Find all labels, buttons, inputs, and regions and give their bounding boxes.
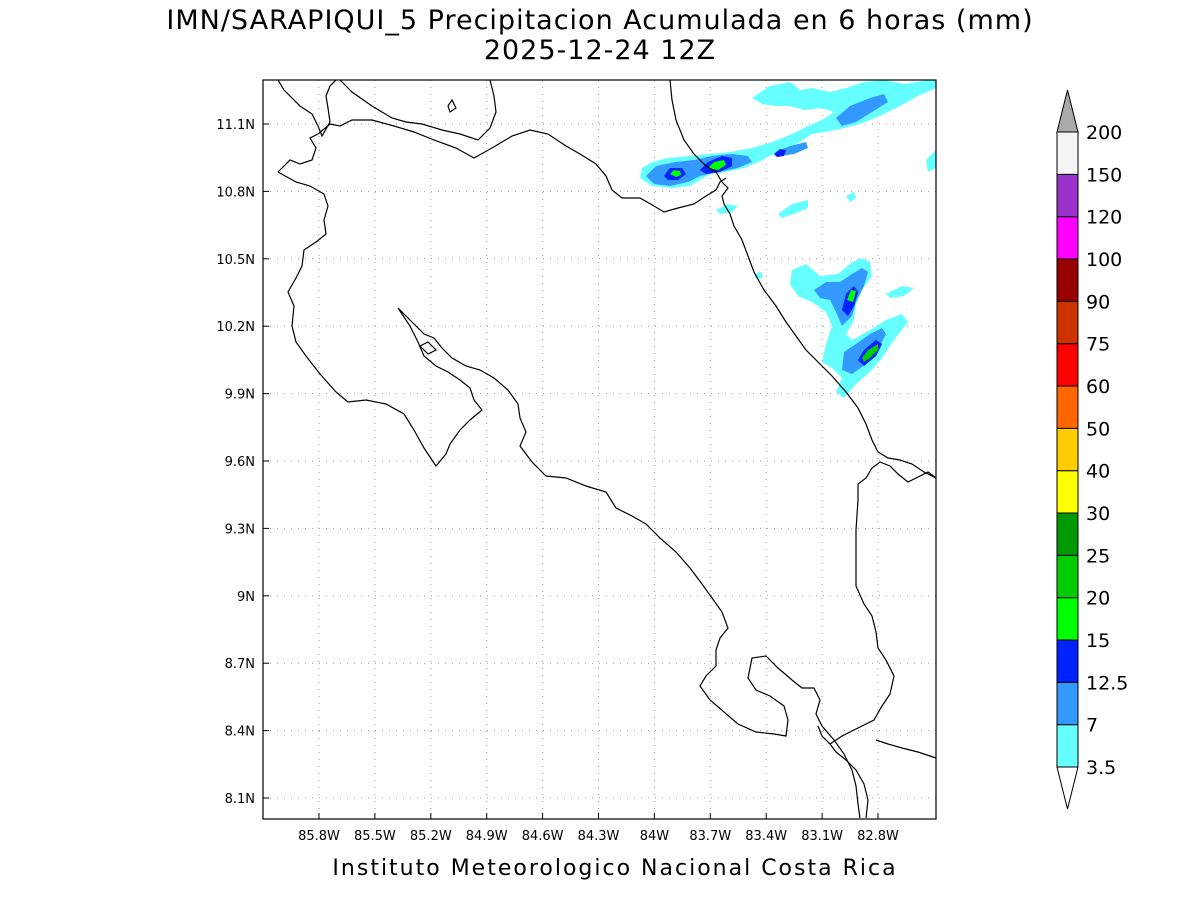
axis-ticks: 85.8W 85.5W 85.2W 84.9W 84.6W 84.3W 84W 83.7W 83…	[216, 118, 899, 844]
y-tick-label: 9.9N	[225, 388, 255, 403]
precip-area-blue	[836, 94, 888, 126]
precip-area-cyan	[754, 272, 762, 279]
map-title: IMN/SARAPIQUI_5 Precipitacion Acumulada …	[166, 5, 1034, 36]
colorbar-swatch	[1056, 639, 1079, 683]
precip-area-cyan	[760, 84, 790, 100]
island	[447, 98, 457, 113]
lake-nicaragua-shore	[339, 79, 497, 141]
precip-area-cyan	[886, 286, 914, 298]
colorbar-swatch	[1056, 216, 1079, 260]
y-tick-label: 9.6N	[225, 455, 255, 470]
nicaragua-border	[277, 79, 337, 138]
precip-area-green	[708, 160, 726, 170]
colorbar-swatch	[1056, 385, 1079, 429]
pacific-coast-west	[277, 133, 319, 173]
precip-contours	[640, 80, 936, 398]
coastlines	[277, 79, 937, 819]
colorbar-over-triangle	[1056, 89, 1079, 133]
colorbar-label: 7	[1086, 715, 1098, 737]
footer-credit: Instituto Meteorologico Nacional Costa R…	[332, 856, 898, 881]
colorbar-swatch	[1056, 131, 1079, 175]
y-tick-label: 10.8N	[216, 185, 255, 200]
x-tick-label: 83.7W	[689, 829, 731, 844]
colorbar-swatch	[1056, 681, 1079, 726]
colorbar-label: 90	[1086, 291, 1110, 313]
colorbar-swatch	[1056, 343, 1079, 387]
colorbar-label: 200	[1086, 122, 1122, 144]
x-tick-label: 84.6W	[522, 829, 564, 844]
colorbar-label: 60	[1086, 376, 1110, 398]
y-tick-label: 8.1N	[225, 792, 255, 807]
y-tick-label: 9.3N	[225, 522, 255, 537]
colorbar-label: 20	[1086, 588, 1110, 610]
y-tick-label: 10.5N	[216, 253, 255, 268]
colorbar-label: 150	[1086, 164, 1122, 186]
colorbar-label: 120	[1086, 207, 1122, 229]
lat-lon-grid	[263, 80, 936, 819]
caribbean-coast-north	[669, 79, 729, 205]
colorbar-swatch	[1056, 512, 1079, 556]
colorbar-swatch	[1056, 427, 1079, 472]
precip-area-cyan	[926, 150, 936, 172]
colorbar-label: 25	[1086, 545, 1110, 567]
x-tick-label: 85.2W	[410, 829, 452, 844]
colorbar-label: 15	[1086, 630, 1110, 652]
costa-rica-north-border	[317, 119, 727, 213]
precip-area-darkblue	[774, 149, 786, 157]
x-tick-label: 83.1W	[801, 829, 843, 844]
colorbar-swatch	[1056, 300, 1079, 345]
map-frame	[262, 79, 937, 820]
x-tick-label: 84.9W	[466, 829, 508, 844]
y-tick-label: 8.4N	[225, 725, 255, 740]
pacific-coast-guanacaste	[277, 171, 861, 819]
precip-area-blue	[814, 268, 868, 326]
precip-area-green	[670, 170, 681, 177]
y-tick-label: 11.1N	[216, 118, 255, 133]
precip-area-cyan	[778, 200, 808, 218]
colorbar-swatch	[1056, 173, 1079, 218]
y-tick-label: 8.7N	[225, 657, 255, 672]
caribbean-coast	[723, 203, 937, 479]
colorbar-label: 3.5	[1086, 757, 1116, 779]
colorbar-label: 30	[1086, 503, 1110, 525]
y-tick-label: 9N	[237, 590, 255, 605]
x-tick-label: 82.8W	[857, 829, 899, 844]
colorbar-label: 75	[1086, 334, 1110, 356]
colorbar-label: 100	[1086, 249, 1122, 271]
colorbar: 3.5 7 12.5 15 20 25 30 40 50 60 75 90 100 120 150 200	[1056, 89, 1128, 810]
x-tick-label: 84.3W	[578, 829, 620, 844]
colorbar-label: 40	[1086, 461, 1110, 483]
precip-area-green	[847, 290, 856, 302]
map-datetime: 2025-12-24 12Z	[483, 35, 717, 66]
colorbar-swatch	[1056, 554, 1079, 599]
colorbar-label: 12.5	[1086, 672, 1128, 694]
panama-pacific-coast	[875, 739, 937, 759]
panama-pacific-coast-2	[817, 725, 831, 745]
x-tick-label: 85.8W	[298, 829, 340, 844]
x-tick-label: 85.5W	[354, 829, 396, 844]
precip-area-green	[862, 344, 878, 362]
precip-area-cyan	[846, 192, 856, 202]
y-tick-label: 10.2N	[216, 320, 255, 335]
x-tick-label: 84W	[640, 829, 670, 844]
x-tick-label: 83.4W	[745, 829, 787, 844]
colorbar-swatch	[1056, 597, 1079, 641]
colorbar-swatch	[1056, 470, 1079, 514]
colorbar-label: 50	[1086, 418, 1110, 440]
colorbar-under-triangle	[1056, 766, 1079, 810]
island-chira	[418, 341, 438, 355]
colorbar-swatch	[1056, 258, 1079, 302]
colorbar-swatch	[1056, 724, 1079, 768]
panama-border	[829, 461, 937, 819]
